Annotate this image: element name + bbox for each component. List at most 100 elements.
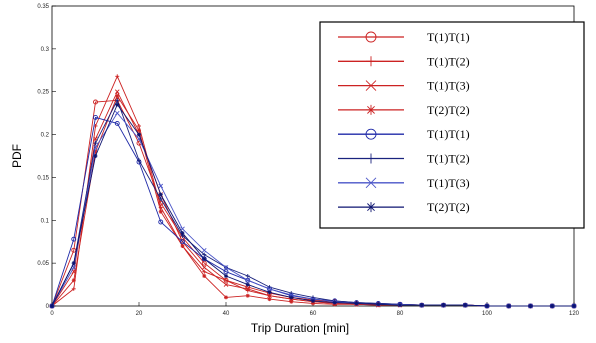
data-point xyxy=(289,295,294,300)
data-point xyxy=(71,278,76,283)
y-tick-label: 0.25 xyxy=(37,90,49,96)
data-point xyxy=(158,219,164,225)
data-point xyxy=(115,94,120,98)
data-point xyxy=(267,293,272,299)
data-point xyxy=(115,74,120,79)
data-point xyxy=(71,261,76,266)
data-point xyxy=(137,124,141,128)
x-tick-label: 40 xyxy=(223,311,230,317)
data-point xyxy=(245,293,250,298)
legend-swatch-marker xyxy=(366,153,376,164)
data-point xyxy=(180,231,185,236)
data-point xyxy=(202,274,207,278)
data-point xyxy=(311,298,315,303)
data-point xyxy=(506,304,511,308)
data-point xyxy=(158,183,164,189)
legend-item: T(1)T(1) xyxy=(338,30,470,44)
legend-swatch-marker xyxy=(366,56,376,67)
x-tick-label: 20 xyxy=(136,311,143,317)
data-point xyxy=(223,265,229,270)
x-tick-label: 80 xyxy=(397,311,404,317)
data-point xyxy=(223,269,229,275)
data-point xyxy=(114,89,120,95)
data-point xyxy=(202,269,207,274)
y-axis-label: PDF xyxy=(10,144,24,168)
data-point xyxy=(550,304,555,308)
data-point xyxy=(398,303,402,308)
legend-swatch-marker xyxy=(366,104,376,115)
data-point xyxy=(158,196,163,201)
data-point xyxy=(528,304,533,308)
data-point xyxy=(137,158,141,163)
data-point xyxy=(419,303,424,308)
y-tick-label: 0.35 xyxy=(37,4,49,10)
data-point xyxy=(115,102,120,107)
series-layer xyxy=(49,74,577,309)
legend-label: T(2)T(2) xyxy=(427,200,470,214)
y-tick-label: 0.1 xyxy=(41,218,50,224)
data-point xyxy=(376,302,381,307)
data-point xyxy=(463,303,468,308)
legend-label: T(1)T(2) xyxy=(427,152,470,166)
data-point xyxy=(354,301,359,306)
data-point xyxy=(441,303,446,308)
legend-swatch-marker xyxy=(365,31,377,43)
x-tick-label: 60 xyxy=(310,311,317,317)
legend-label: T(2)T(2) xyxy=(427,103,470,117)
data-point xyxy=(224,274,228,278)
data-point xyxy=(158,192,163,197)
data-point xyxy=(202,252,207,257)
data-point xyxy=(93,145,98,150)
x-tick-label: 120 xyxy=(569,311,580,317)
data-point xyxy=(245,277,251,283)
legend-label: T(1)T(2) xyxy=(427,54,470,68)
data-point xyxy=(180,239,185,245)
data-point xyxy=(114,120,120,126)
data-point xyxy=(115,98,120,103)
data-point xyxy=(201,247,207,253)
data-point xyxy=(93,114,98,120)
data-point xyxy=(137,132,141,137)
legend-item: T(1)T(2) xyxy=(338,54,470,68)
legend-item: T(1)T(2) xyxy=(338,152,470,166)
data-point xyxy=(245,282,250,287)
data-point xyxy=(180,244,185,248)
data-point xyxy=(93,154,98,158)
data-point xyxy=(224,295,228,300)
data-point xyxy=(224,278,228,283)
data-point xyxy=(50,304,54,308)
data-point xyxy=(289,299,294,304)
data-point xyxy=(71,286,76,291)
legend-swatch-marker xyxy=(366,202,376,213)
data-point xyxy=(245,274,250,278)
legend-box xyxy=(319,21,585,229)
data-point xyxy=(245,277,251,283)
x-tick-label: 0 xyxy=(50,311,54,317)
legend-item: T(1)T(1) xyxy=(338,127,470,141)
x-axis-label: Trip Duration [min] xyxy=(251,321,349,335)
y-tick-label: 0.3 xyxy=(41,47,50,53)
legend-item: T(1)T(3) xyxy=(338,176,470,190)
data-point xyxy=(201,265,207,270)
series-8 xyxy=(50,102,576,308)
legend-swatch-marker xyxy=(365,177,377,189)
data-point xyxy=(572,304,576,308)
data-point xyxy=(245,286,251,292)
legend-swatch-marker xyxy=(365,128,377,140)
y-axis-ticks: 0 0.05 0.1 0.15 0.2 0.25 0.3 0.35 xyxy=(37,4,56,310)
data-point xyxy=(267,297,272,302)
y-tick-label: 0.05 xyxy=(37,261,49,267)
legend-label: T(1)T(3) xyxy=(427,176,470,190)
legend: T(1)T(1) T(1)T(2) T(1)T(3) T(2)T(2) T(1)T(1)… xyxy=(319,21,585,229)
legend-item: T(2)T(2) xyxy=(338,103,470,117)
data-point xyxy=(267,286,272,292)
data-point xyxy=(223,282,229,287)
data-point xyxy=(71,236,77,242)
legend-item: T(2)T(2) xyxy=(338,200,470,214)
legend-label: T(1)T(3) xyxy=(427,79,470,93)
x-tick-label: 100 xyxy=(482,311,493,317)
data-point xyxy=(267,290,272,295)
data-point xyxy=(485,304,489,308)
y-tick-label: 0 xyxy=(46,304,50,310)
